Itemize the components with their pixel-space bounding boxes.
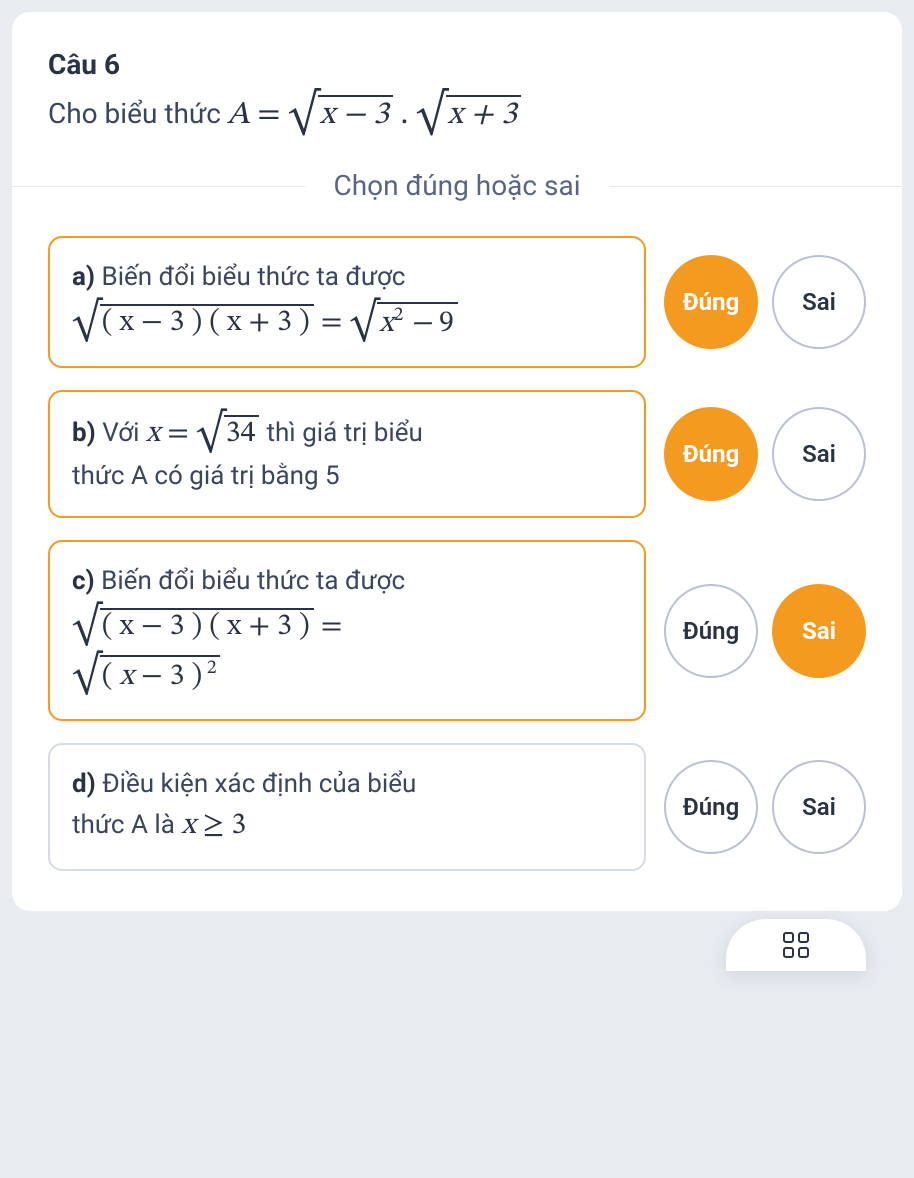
option-buttons: Đúng Sai: [664, 407, 866, 501]
prompt-expression: A = √x − 3 . √x + 3: [227, 95, 521, 135]
prompt-prefix: Cho biểu thức: [48, 97, 221, 130]
option-lead-pre: Với: [102, 418, 139, 448]
option-tag: c): [72, 566, 95, 596]
option-box: b) Với x = √34 thì giá trị biểu thức A c…: [48, 390, 646, 518]
instruction-label: Chọn đúng hoặc sai: [305, 169, 608, 202]
false-button[interactable]: Sai: [772, 407, 866, 501]
footer: [12, 911, 902, 971]
option-buttons: Đúng Sai: [664, 584, 866, 678]
false-button[interactable]: Sai: [772, 760, 866, 854]
option-row-c: c) Biến đổi biểu thức ta được √( x − 3 )…: [48, 540, 866, 721]
question-card: Câu 6 Cho biểu thức A = √x − 3 . √x + 3 …: [12, 12, 902, 911]
instruction-divider: Chọn đúng hoặc sai: [12, 169, 902, 202]
option-tag: b): [72, 418, 96, 448]
option-equation-rhs: √( x − 3 ) 2: [72, 661, 220, 691]
option-buttons: Đúng Sai: [664, 760, 866, 854]
option-box: a) Biến đổi biểu thức ta được √( x − 3 )…: [48, 236, 646, 368]
option-lead-line2-pre: thức A là: [72, 810, 175, 840]
option-row-a: a) Biến đổi biểu thức ta được √( x − 3 )…: [48, 236, 866, 368]
option-lead-line2: thức A có giá trị bằng 5: [72, 457, 622, 496]
option-tag: a): [72, 262, 95, 292]
option-lead: Biến đổi biểu thức ta được: [102, 262, 406, 292]
option-buttons: Đúng Sai: [664, 255, 866, 349]
option-box: d) Điều kiện xác định của biểu thức A là…: [48, 743, 646, 871]
false-button[interactable]: Sai: [772, 255, 866, 349]
grid-icon: [783, 932, 809, 958]
true-button[interactable]: Đúng: [664, 255, 758, 349]
true-button[interactable]: Đúng: [664, 760, 758, 854]
question-prompt: Cho biểu thức A = √x − 3 . √x + 3: [48, 95, 866, 135]
option-condition: x ≥ 3: [181, 811, 246, 841]
option-lead: Biến đổi biểu thức ta được: [101, 566, 405, 596]
option-lead-line1: Điều kiện xác định của biểu: [102, 769, 416, 799]
true-button[interactable]: Đúng: [664, 407, 758, 501]
option-inline-eq: x = √34: [146, 419, 267, 449]
option-lead-post: thì giá trị biểu: [266, 418, 422, 448]
false-button[interactable]: Sai: [772, 584, 866, 678]
option-row-b: b) Với x = √34 thì giá trị biểu thức A c…: [48, 390, 866, 518]
option-box: c) Biến đổi biểu thức ta được √( x − 3 )…: [48, 540, 646, 721]
question-number: Câu 6: [48, 48, 866, 81]
option-equation-lhs: √( x − 3 ) ( x + 3 ) =: [72, 612, 342, 642]
option-equation: √( x − 3 ) ( x + 3 ) = √x2 − 9: [72, 308, 458, 338]
options-list: a) Biến đổi biểu thức ta được √( x − 3 )…: [48, 236, 866, 871]
grid-menu-button[interactable]: [726, 919, 866, 971]
true-button[interactable]: Đúng: [664, 584, 758, 678]
option-row-d: d) Điều kiện xác định của biểu thức A là…: [48, 743, 866, 871]
option-tag: d): [72, 769, 96, 799]
